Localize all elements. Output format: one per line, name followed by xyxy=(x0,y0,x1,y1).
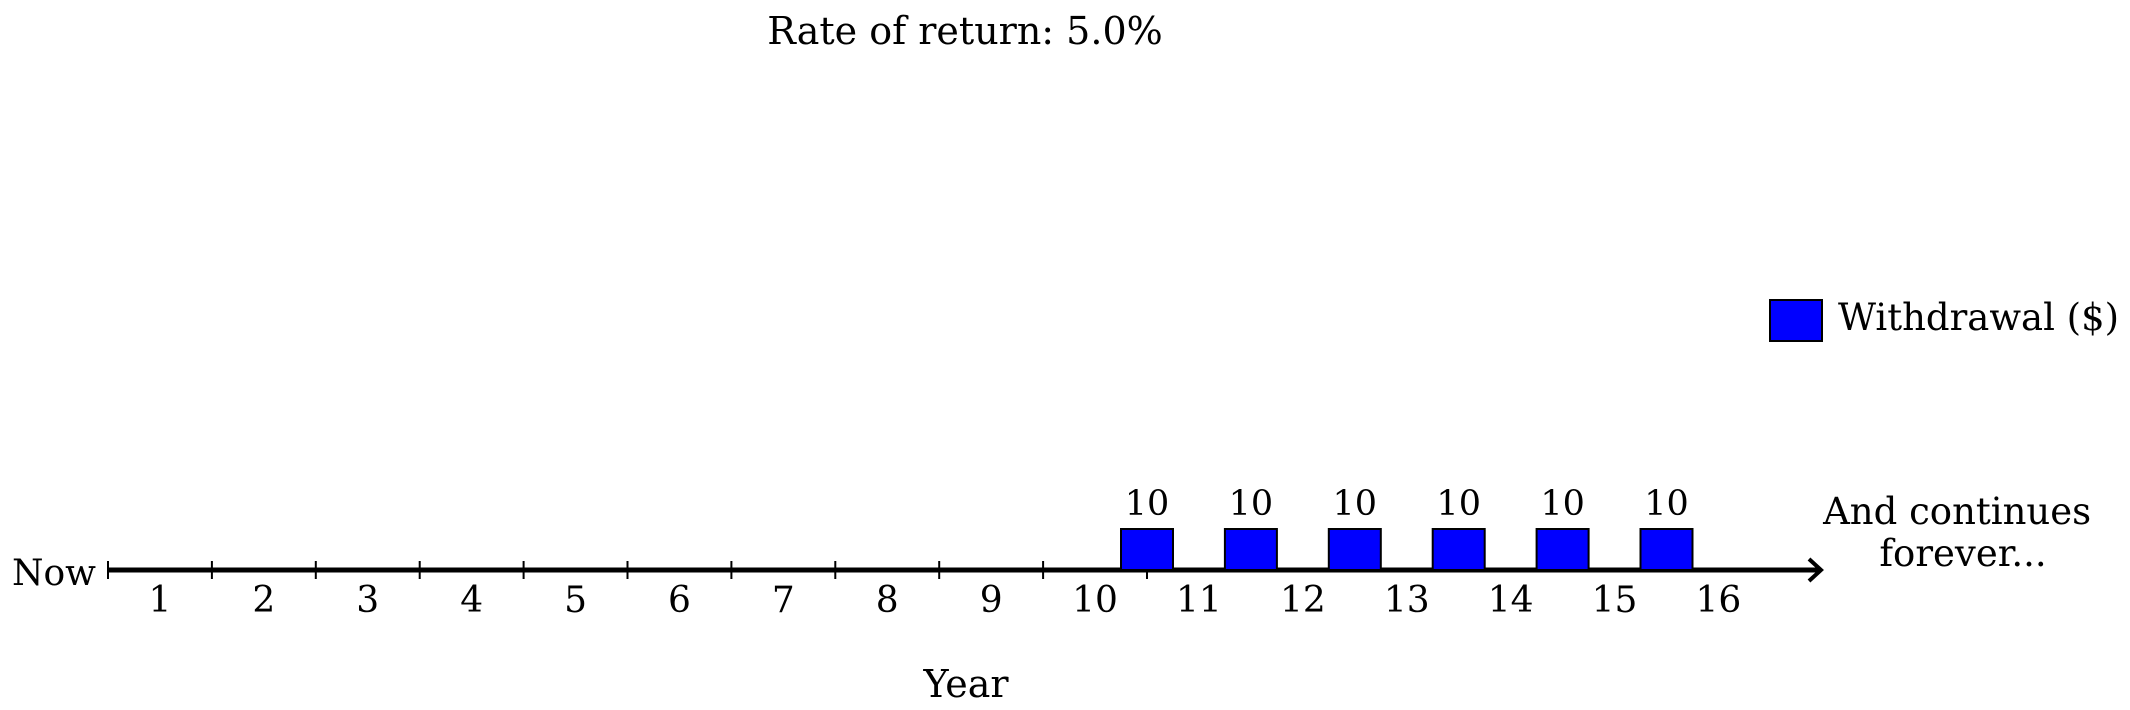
year-label: 9 xyxy=(980,580,1003,621)
withdrawal-value-label: 10 xyxy=(1229,484,1274,524)
year-label: 8 xyxy=(876,580,899,621)
year-label: 7 xyxy=(772,580,795,621)
end-note: And continues forever... xyxy=(1822,490,2103,575)
end-note-line-2: forever... xyxy=(1879,532,2046,575)
withdrawal-value-label: 10 xyxy=(1436,484,1481,524)
chart-title: Rate of return: 5.0% xyxy=(767,9,1162,53)
x-axis-label: Year xyxy=(922,662,1009,706)
withdrawal-bar xyxy=(1327,528,1382,571)
withdrawal-value-label: 10 xyxy=(1540,484,1585,524)
year-label: 13 xyxy=(1384,580,1430,621)
year-label: 6 xyxy=(668,580,691,621)
year-labels: 1 2 3 4 5 6 7 8 9 10 11 12 13 14 15 16 xyxy=(148,580,1741,621)
axis-arrowhead xyxy=(1807,557,1824,583)
year-label: 3 xyxy=(356,580,379,621)
withdrawal-bar xyxy=(1431,528,1486,571)
legend: Withdrawal ($) xyxy=(1769,296,2119,342)
year-label: 16 xyxy=(1696,580,1742,621)
end-note-line-1: And continues xyxy=(1822,490,2091,533)
withdrawal-bar xyxy=(1223,528,1278,571)
withdrawal-bar xyxy=(1535,528,1590,571)
legend-label: Withdrawal ($) xyxy=(1838,296,2119,339)
withdrawal-value-label: 10 xyxy=(1125,484,1170,524)
withdrawal-value-label: 10 xyxy=(1333,484,1378,524)
year-label: 11 xyxy=(1176,580,1222,621)
legend-swatch xyxy=(1769,299,1823,342)
year-label: 5 xyxy=(564,580,587,621)
start-label: Now xyxy=(12,553,96,594)
year-label: 15 xyxy=(1592,580,1638,621)
year-label: 14 xyxy=(1488,580,1534,621)
withdrawal-value-label: 10 xyxy=(1644,484,1689,524)
year-label: 12 xyxy=(1280,580,1326,621)
timeline-axis xyxy=(108,557,1824,583)
withdrawal-bar xyxy=(1120,528,1174,571)
year-label: 2 xyxy=(252,580,275,621)
year-label: 1 xyxy=(148,580,171,621)
withdrawal-bar xyxy=(1639,528,1694,571)
withdrawal-bars: 10 10 10 10 10 10 xyxy=(1120,484,1694,571)
year-label: 4 xyxy=(460,580,483,621)
year-label: 10 xyxy=(1072,580,1118,621)
